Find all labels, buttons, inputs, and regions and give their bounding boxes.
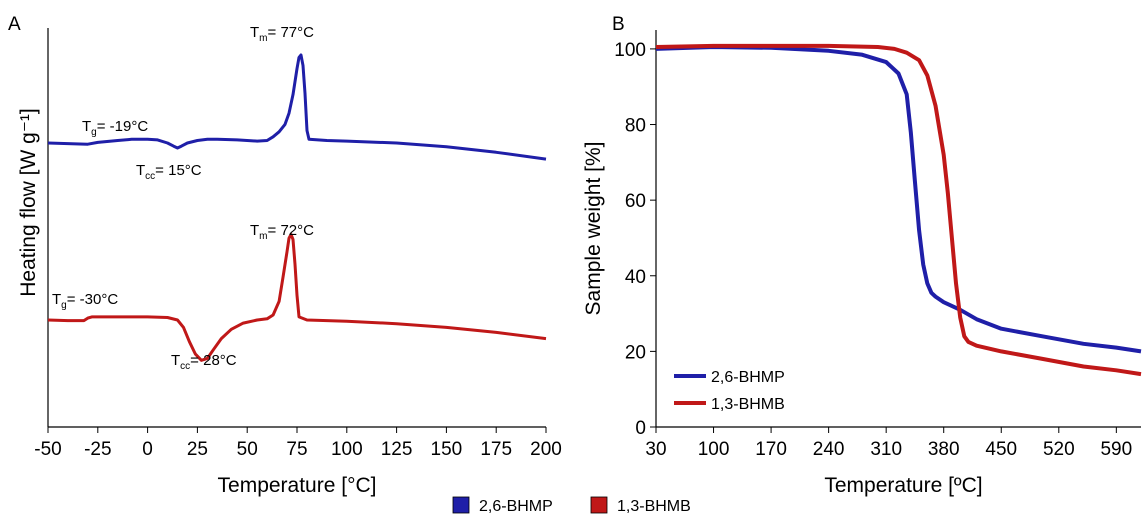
annotation-g-1,3-BHMB: Tg= -30°C xyxy=(52,291,118,311)
legend-swatch-2,6-BHMP xyxy=(452,496,470,514)
x-tick-label: 25 xyxy=(187,439,208,460)
x-tick-label: 150 xyxy=(431,439,463,460)
x-tick-label: 170 xyxy=(755,439,787,460)
y-tick-label: 80 xyxy=(625,116,646,137)
y-axis-label: Sample weight [%] xyxy=(582,142,605,316)
panel-label-a: A xyxy=(8,14,21,35)
annotation-cc-1,3-BHMB: Tcc= 28°C xyxy=(171,352,237,372)
annotation-m-2,6-BHMP: Tm= 77°C xyxy=(250,24,314,44)
tga-curve-1,3-BHMB xyxy=(655,43,1142,377)
annotation-cc-2,6-BHMP: Tcc= 15°C xyxy=(136,162,202,182)
x-tick-label: 125 xyxy=(381,439,413,460)
x-tick-label: 30 xyxy=(645,439,666,460)
legend-label-2,6-BHMP: 2,6-BHMP xyxy=(479,498,553,515)
legend-label-1,3-BHMB: 1,3-BHMB xyxy=(711,396,785,413)
x-tick-label: 0 xyxy=(142,439,153,460)
legend-label-2,6-BHMP: 2,6-BHMP xyxy=(711,369,785,386)
x-tick-label: 175 xyxy=(480,439,512,460)
panel-b-chart: B 0 20 40 60 80 100 30 100 170 240 310 380 450 520 590 T… xyxy=(582,14,1142,497)
x-tick-label: -25 xyxy=(84,439,111,460)
x-tick-label: 450 xyxy=(985,439,1017,460)
panel-b-legend: 2,6-BHMP 1,3-BHMB xyxy=(674,369,785,413)
legend-swatch-1,3-BHMB xyxy=(590,496,608,514)
x-tick-label: 240 xyxy=(813,439,845,460)
y-tick-label: 60 xyxy=(625,191,646,212)
x-tick-label: 590 xyxy=(1100,439,1132,460)
x-tick-label: 100 xyxy=(698,439,730,460)
x-axis-label: Temperature [°C] xyxy=(218,474,377,497)
bottom-legend: 2,6-BHMP 1,3-BHMB xyxy=(452,496,691,515)
x-tick-label: 50 xyxy=(237,439,258,460)
dsc-curve-1,3-BHMB xyxy=(47,232,547,362)
x-axis-label: Temperature [ºC] xyxy=(824,474,982,497)
dsc-curve-2,6-BHMP xyxy=(47,53,547,161)
x-tick-label: 310 xyxy=(870,439,902,460)
y-tick-label: 20 xyxy=(625,342,646,363)
x-tick-label: 520 xyxy=(1043,439,1075,460)
x-tick-label: 100 xyxy=(331,439,363,460)
y-tick-label: 0 xyxy=(635,418,646,439)
y-tick-label: 100 xyxy=(614,40,646,61)
x-tick-label: 200 xyxy=(530,439,562,460)
tga-curve-2,6-BHMP xyxy=(655,45,1142,354)
x-tick-label: 380 xyxy=(928,439,960,460)
x-tick-label: -50 xyxy=(34,439,61,460)
panel-a-chart: A -50 -25 0 25 50 75 100 125 150 175 200 Temperature… xyxy=(8,14,562,497)
y-tick-label: 40 xyxy=(625,267,646,288)
panel-label-b: B xyxy=(612,14,625,35)
annotation-m-1,3-BHMB: Tm= 72°C xyxy=(250,222,314,242)
legend-label-1,3-BHMB: 1,3-BHMB xyxy=(617,498,691,515)
annotation-g-2,6-BHMP: Tg= -19°C xyxy=(82,118,148,138)
x-tick-label: 75 xyxy=(286,439,307,460)
y-axis-label: Heating flow [W g⁻¹] xyxy=(17,108,40,296)
